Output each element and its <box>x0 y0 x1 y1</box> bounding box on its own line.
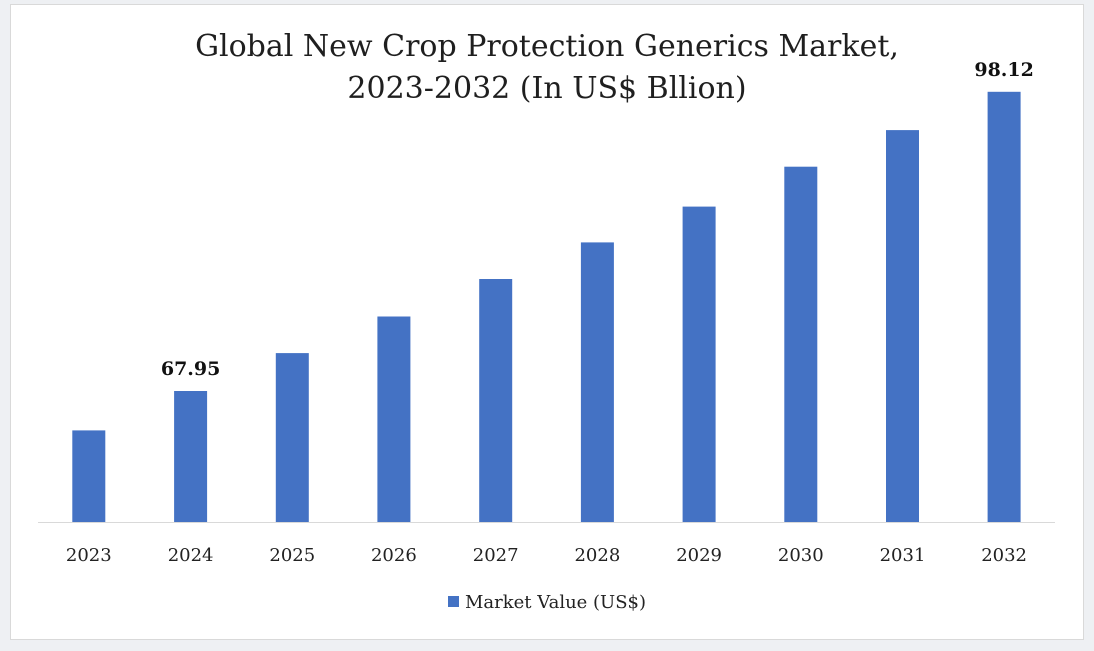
x-tick-label-2032: 2032 <box>981 545 1027 566</box>
legend-label: Market Value (US$) <box>464 592 647 613</box>
bar-2025 <box>275 353 309 522</box>
chart-title: Global New Crop Protection Generics Mark… <box>0 26 1094 110</box>
bar-2031 <box>886 130 919 522</box>
x-tick-label-2031: 2031 <box>880 545 926 566</box>
x-tick-label-2027: 2027 <box>473 545 519 566</box>
chart-legend: Market Value (US$) <box>0 592 1094 613</box>
bar-2032 <box>987 91 1021 523</box>
chart-title-line-1: Global New Crop Protection Generics Mark… <box>195 29 899 64</box>
bar-2024 <box>174 391 208 522</box>
bar-2028 <box>580 242 614 522</box>
x-tick-label-2026: 2026 <box>371 545 417 566</box>
data-label-2024: 67.95 <box>161 358 221 380</box>
x-tick-label-2028: 2028 <box>574 545 620 566</box>
x-tick-label-2024: 2024 <box>168 545 214 566</box>
bar-2027 <box>479 279 513 522</box>
bar-2029 <box>682 206 716 522</box>
x-tick-label-2029: 2029 <box>676 545 722 566</box>
data-label-2032: 98.12 <box>974 59 1034 81</box>
x-tick-label-2023: 2023 <box>66 545 112 566</box>
legend-swatch <box>447 596 459 607</box>
x-tick-label-2030: 2030 <box>778 545 824 566</box>
bar-2026 <box>377 316 411 522</box>
bar-2030 <box>784 166 818 522</box>
bar-2023 <box>72 430 106 522</box>
chart-title-line-2: 2023-2032 (In US$ Bllion) <box>347 71 747 106</box>
x-tick-label-2025: 2025 <box>269 545 315 566</box>
